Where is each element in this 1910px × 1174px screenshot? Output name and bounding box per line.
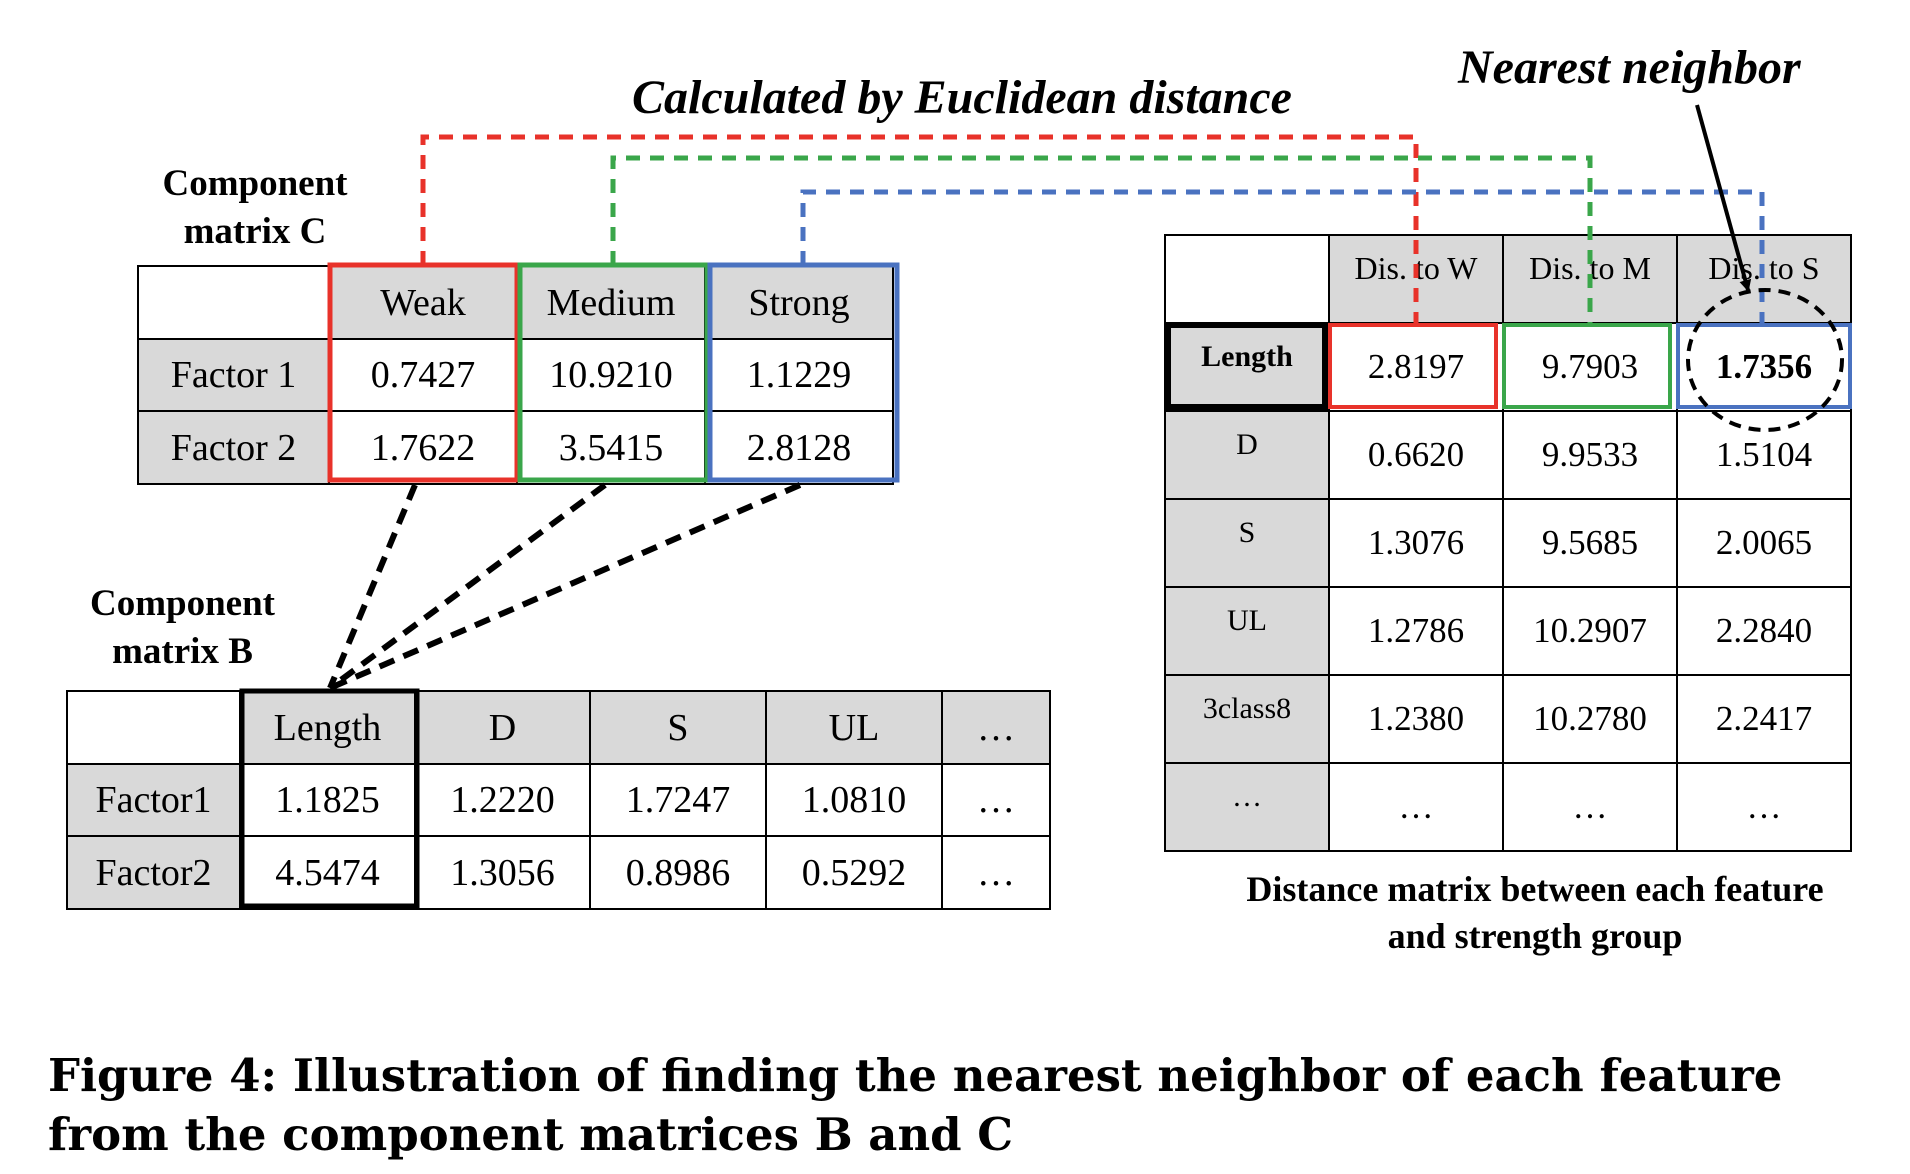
matrix-c-header-strong: Strong bbox=[706, 267, 892, 338]
matrix-c-cell: 1.1229 bbox=[706, 340, 892, 410]
distance-cell: 0.6620 bbox=[1330, 412, 1502, 498]
matrix-b-cell: 4.5474 bbox=[241, 837, 414, 908]
weak-to-length-line bbox=[327, 483, 418, 690]
matrix-b-header-length: Length bbox=[241, 692, 414, 763]
matrix-c-cell: 2.8128 bbox=[706, 412, 892, 483]
matrix-c-cell: 0.7427 bbox=[330, 340, 516, 410]
matrix-b-header-ellipsis: … bbox=[943, 692, 1049, 763]
distance-matrix: Dis. to W Dis. to M Dis. to S Length 2.8… bbox=[1164, 234, 1852, 852]
distance-cell: 2.2417 bbox=[1678, 676, 1850, 762]
distance-cell: … bbox=[1504, 764, 1676, 850]
matrix-b-header-ul: UL bbox=[767, 692, 941, 763]
matrix-b-cell: … bbox=[943, 765, 1049, 835]
distance-corner bbox=[1166, 236, 1328, 322]
distance-row-label: S bbox=[1166, 500, 1328, 586]
matrix-c-cell: 10.9210 bbox=[518, 340, 704, 410]
distance-cell: 1.5104 bbox=[1678, 412, 1850, 498]
distance-cell: 2.0065 bbox=[1678, 500, 1850, 586]
matrix-b-header-s: S bbox=[591, 692, 765, 763]
distance-row-label-length: Length bbox=[1166, 324, 1328, 410]
matrix-c-row-label: Factor 1 bbox=[139, 340, 328, 410]
nearest-neighbor-cell: 1.7356 bbox=[1678, 324, 1850, 410]
matrix-b-cell: … bbox=[943, 837, 1049, 908]
component-matrix-b: Length D S UL … Factor1 1.1825 1.2220 1.… bbox=[66, 690, 1051, 910]
distance-cell: 9.5685 bbox=[1504, 500, 1676, 586]
distance-cell: 1.2786 bbox=[1330, 588, 1502, 674]
matrix-c-header-weak: Weak bbox=[330, 267, 516, 338]
component-matrix-c: Weak Medium Strong Factor 1 0.7427 10.92… bbox=[137, 265, 894, 485]
matrix-b-corner bbox=[68, 692, 239, 763]
matrix-b-cell: 1.3056 bbox=[416, 837, 589, 908]
distance-cell: … bbox=[1678, 764, 1850, 850]
distance-row-label: … bbox=[1166, 764, 1328, 850]
distance-row-label: D bbox=[1166, 412, 1328, 498]
component-matrix-c-label: Component matrix C bbox=[162, 163, 348, 253]
distance-cell: 10.2907 bbox=[1504, 588, 1676, 674]
euclidean-annotation: Calculated by Euclidean distance bbox=[632, 71, 1292, 124]
medium-to-length-line bbox=[328, 482, 607, 691]
distance-cell: 1.2380 bbox=[1330, 676, 1502, 762]
matrix-b-cell: 1.7247 bbox=[591, 765, 765, 835]
distance-cell: 9.7903 bbox=[1504, 324, 1676, 410]
matrix-c-cell: 3.5415 bbox=[518, 412, 704, 483]
component-matrix-b-label: Component matrix B bbox=[89, 583, 276, 673]
distance-matrix-label: Distance matrix between each feature and… bbox=[1246, 869, 1824, 956]
distance-cell: 2.8197 bbox=[1330, 324, 1502, 410]
matrix-b-cell: 0.8986 bbox=[591, 837, 765, 908]
distance-cell: 1.3076 bbox=[1330, 500, 1502, 586]
distance-row-label: 3class8 bbox=[1166, 676, 1328, 762]
distance-header-s: Dis. to S bbox=[1678, 236, 1850, 322]
distance-header-m: Dis. to M bbox=[1504, 236, 1676, 322]
strong-to-length-line bbox=[328, 482, 802, 691]
nearest-neighbor-annotation: Nearest neighbor bbox=[1458, 41, 1801, 94]
matrix-c-corner bbox=[139, 267, 328, 338]
matrix-b-cell: 1.1825 bbox=[241, 765, 414, 835]
matrix-b-cell: 0.5292 bbox=[767, 837, 941, 908]
matrix-c-row-label: Factor 2 bbox=[139, 412, 328, 483]
matrix-c-header-medium: Medium bbox=[518, 267, 704, 338]
matrix-b-row-label: Factor2 bbox=[68, 837, 239, 908]
distance-cell: … bbox=[1330, 764, 1502, 850]
matrix-b-header-d: D bbox=[416, 692, 589, 763]
distance-row-label: UL bbox=[1166, 588, 1328, 674]
matrix-b-cell: 1.0810 bbox=[767, 765, 941, 835]
matrix-b-row-label: Factor1 bbox=[68, 765, 239, 835]
matrix-c-cell: 1.7622 bbox=[330, 412, 516, 483]
distance-header-w: Dis. to W bbox=[1330, 236, 1502, 322]
matrix-b-cell: 1.2220 bbox=[416, 765, 589, 835]
figure-caption: Figure 4: Illustration of finding the ne… bbox=[48, 1049, 1783, 1162]
distance-cell: 10.2780 bbox=[1504, 676, 1676, 762]
distance-cell: 9.9533 bbox=[1504, 412, 1676, 498]
distance-cell: 2.2840 bbox=[1678, 588, 1850, 674]
